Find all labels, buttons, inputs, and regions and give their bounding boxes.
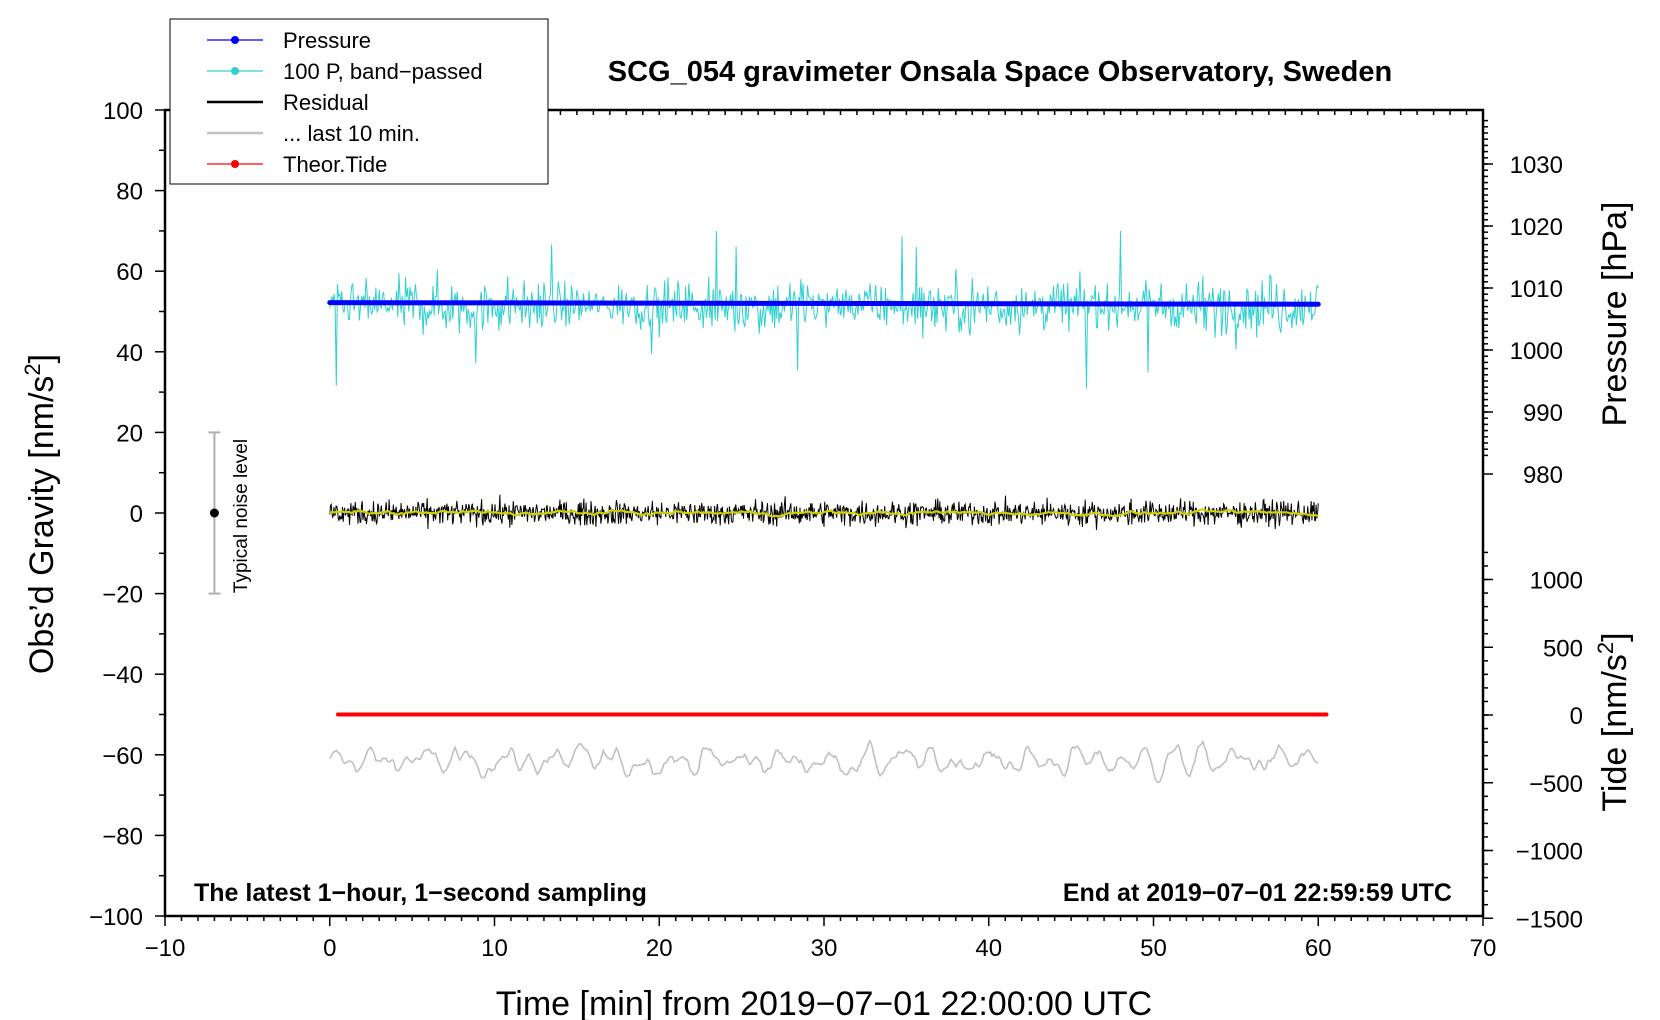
legend: Pressure 100 P, band−passed Residual ... la… — [169, 18, 549, 185]
sampling-note: The latest 1−hour, 1−second sampling — [194, 879, 647, 907]
pressure-line — [327, 300, 1321, 307]
tide-tick-label: −1500 — [1516, 906, 1583, 933]
pressure-tick-label: 1030 — [1510, 152, 1563, 179]
pressure-tick-label: 1020 — [1510, 214, 1563, 241]
left-tick-label: 100 — [103, 98, 143, 125]
legend-swatch-marker — [231, 36, 239, 44]
legend-swatch-marker — [231, 160, 239, 168]
tide-axis-title: Tide [nm/s2] — [1593, 632, 1634, 811]
left-axis-title: Obs’d Gravity [nm/s2] — [20, 354, 61, 674]
x-tick-label: 30 — [811, 935, 838, 962]
pressure-axis-title: Pressure [hPa] — [1596, 202, 1634, 427]
pressure-tick-label: 990 — [1523, 400, 1563, 427]
axes-layer: −10 0 10 20 30 40 50 60 70−100−80−60−40−20020406… — [89, 98, 1583, 962]
x-tick-label: 0 — [323, 935, 336, 962]
end-time-note: End at 2019−07−01 22:59:59 UTC — [1063, 879, 1452, 907]
left-tick-label: −100 — [89, 904, 143, 931]
legend-label: Pressure — [283, 28, 371, 53]
tide-tick-label: 500 — [1543, 635, 1583, 662]
residual-smoothed-line — [329, 508, 1319, 518]
tide-tick-label: −500 — [1529, 771, 1583, 798]
pressure-tick-label: 1010 — [1510, 276, 1563, 303]
series-layer — [327, 230, 1329, 784]
tide-tick-label: 1000 — [1530, 568, 1583, 595]
chart-title: SCG_054 gravimeter Onsala Space Observat… — [608, 56, 1392, 88]
noise-bar-center-dot — [209, 508, 219, 518]
left-tick-label: −40 — [102, 662, 143, 689]
tide-tick-label: 0 — [1570, 703, 1583, 730]
left-tick-label: −20 — [102, 582, 143, 609]
bandpassed-pressure-line — [329, 230, 1319, 389]
x-tick-label: 70 — [1470, 935, 1497, 962]
noise-bar — [208, 431, 221, 595]
legend-label: ... last 10 min. — [283, 121, 420, 146]
tide-tick-label: −1000 — [1516, 839, 1583, 866]
pressure-tick-label: 1000 — [1510, 338, 1563, 365]
noise-bar-label: Typical noise level — [231, 439, 252, 593]
left-tick-label: 60 — [116, 259, 143, 286]
x-tick-label: 40 — [975, 935, 1002, 962]
left-tick-label: 80 — [116, 179, 143, 206]
left-tick-label: 20 — [116, 420, 143, 447]
x-axis-title: Time [min] from 2019−07−01 22:00:00 UTC — [496, 985, 1152, 1020]
legend-swatch-marker — [231, 67, 239, 75]
left-tick-label: 0 — [130, 501, 143, 528]
pressure-tick-label: 980 — [1523, 462, 1563, 489]
legend-label: 100 P, band−passed — [283, 59, 483, 84]
legend-label: Theor.Tide — [283, 152, 387, 177]
x-tick-label: 50 — [1140, 935, 1167, 962]
legend-label: Residual — [283, 90, 369, 115]
x-tick-label: −10 — [145, 935, 186, 962]
last-10-min-line — [329, 739, 1319, 784]
x-tick-label: 60 — [1305, 935, 1332, 962]
x-tick-label: 20 — [646, 935, 673, 962]
left-tick-label: −80 — [102, 823, 143, 850]
left-tick-label: 40 — [116, 340, 143, 367]
left-tick-label: −60 — [102, 743, 143, 770]
x-tick-label: 10 — [481, 935, 508, 962]
